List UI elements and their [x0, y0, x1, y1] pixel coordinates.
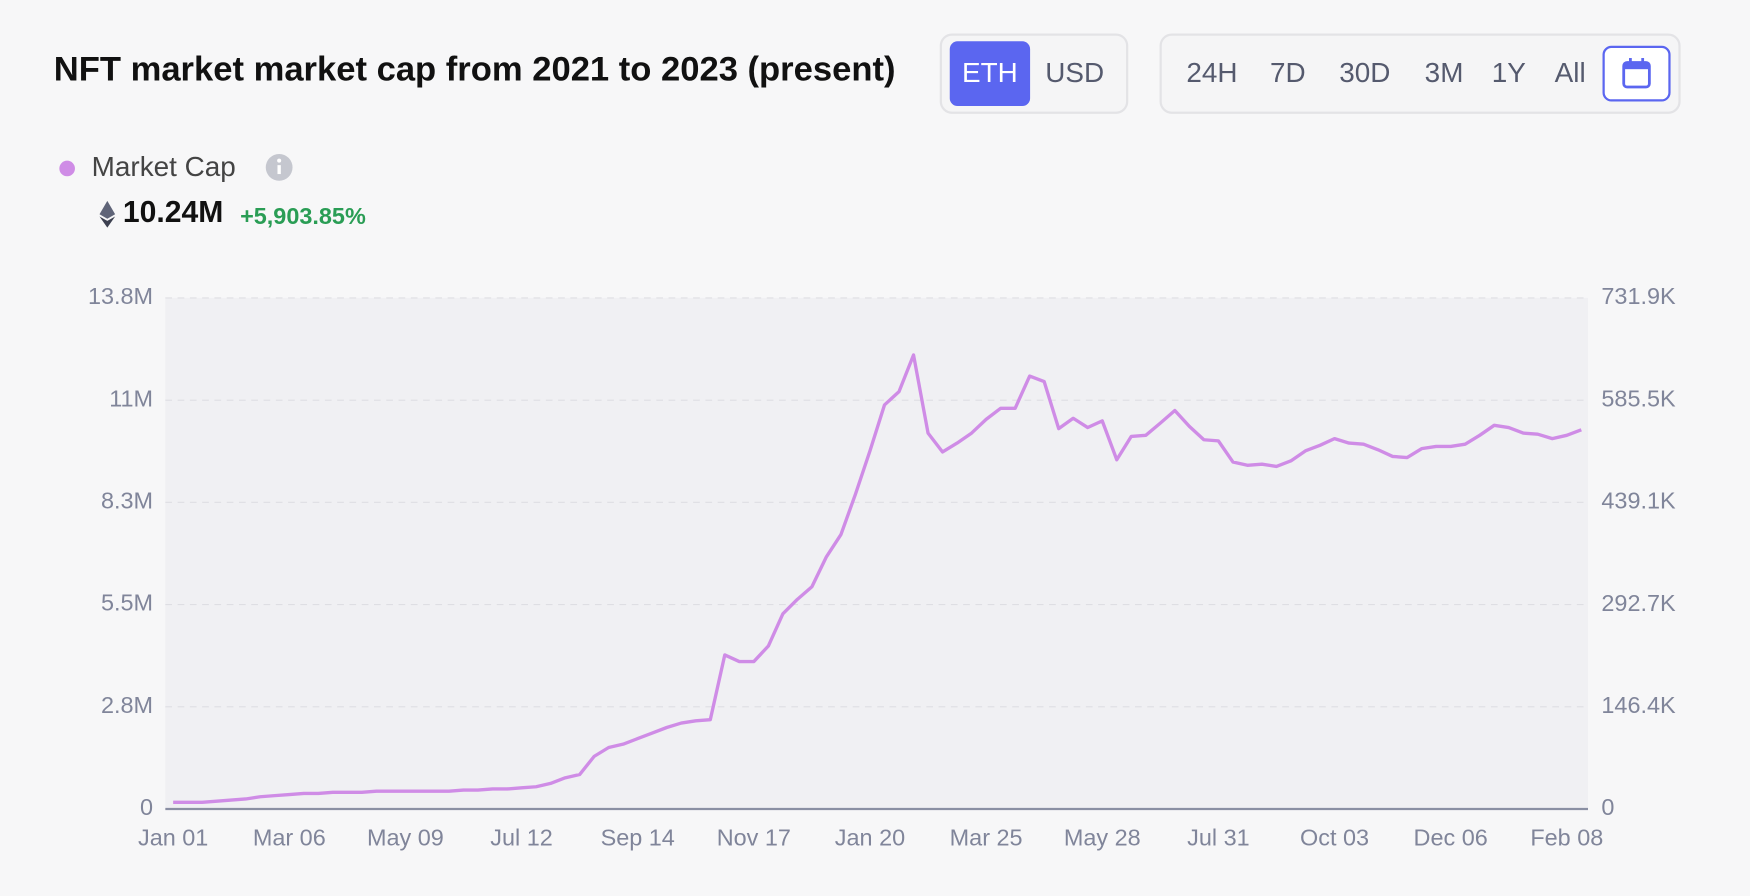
range-button[interactable]: All	[1555, 57, 1586, 88]
x-tick-label: Mar 06	[253, 824, 326, 850]
x-tick-label: Nov 17	[717, 824, 791, 850]
change-percent: +5,903.85%	[240, 203, 366, 229]
y-tick-label: 11M	[109, 385, 153, 411]
y-tick-label: 2.8M	[101, 692, 153, 718]
range-button[interactable]: 30D	[1339, 57, 1390, 88]
x-tick-label: Feb 08	[1530, 824, 1603, 850]
x-tick-label: Jan 20	[835, 824, 905, 850]
calendar-icon-top[interactable]	[1623, 62, 1650, 70]
legend-label: Market Cap	[92, 151, 236, 182]
data-line	[173, 353, 1582, 804]
eth-icon	[99, 216, 116, 228]
y-tick-label: 13.8M	[88, 283, 153, 309]
range-button[interactable]: 24H	[1186, 57, 1237, 88]
chart-title: NFT market market cap from 2021 to 2023 …	[54, 51, 896, 89]
y2-tick-label: 585.5K	[1601, 385, 1676, 411]
x-tick-label: Oct 03	[1300, 824, 1369, 850]
x-tick-label: Mar 25	[950, 824, 1023, 850]
eth-button[interactable]	[949, 41, 1031, 107]
x-tick-label: May 09	[367, 824, 444, 850]
calendar-button[interactable]	[1602, 45, 1671, 102]
y-tick-label: 0	[140, 794, 153, 820]
plot-area	[165, 297, 1589, 809]
range-button[interactable]: 3M	[1425, 57, 1464, 88]
chart: 0 2.8M 5.5M 8.3M 11M 13.8M 0 146.4K 292.7K 439.1K…	[88, 283, 1676, 850]
y2-tick-label: 292.7K	[1601, 590, 1676, 616]
current-value: 10.24M	[123, 196, 223, 229]
y2-tick-label: 731.9K	[1601, 283, 1676, 309]
range-button[interactable]: 7D	[1270, 57, 1306, 88]
y2-tick-label: 439.1K	[1601, 488, 1676, 514]
y-tick-label: 5.5M	[101, 590, 153, 616]
info-icon-dot[interactable]	[277, 158, 282, 163]
x-tick-label: Jul 31	[1187, 824, 1250, 850]
usd-button[interactable]: USD	[1045, 57, 1104, 88]
info-icon-stem[interactable]	[277, 165, 281, 175]
eth-icon	[99, 200, 116, 219]
x-tick-label: Dec 06	[1414, 824, 1488, 850]
x-tick-label: May 28	[1064, 824, 1141, 850]
legend-marker	[59, 160, 75, 177]
x-tick-label: Sep 14	[601, 824, 675, 850]
x-tick-label: Jan 01	[138, 824, 208, 850]
eth-label[interactable]: ETH	[962, 57, 1018, 88]
y2-tick-label: 0	[1601, 794, 1614, 820]
y2-tick-label: 146.4K	[1601, 692, 1676, 718]
y-tick-label: 8.3M	[101, 488, 153, 514]
range-group	[1159, 33, 1681, 114]
calendar-frame[interactable]	[1602, 45, 1671, 102]
x-tick-label: Jul 12	[490, 824, 553, 850]
range-button[interactable]: 1Y	[1492, 57, 1526, 88]
